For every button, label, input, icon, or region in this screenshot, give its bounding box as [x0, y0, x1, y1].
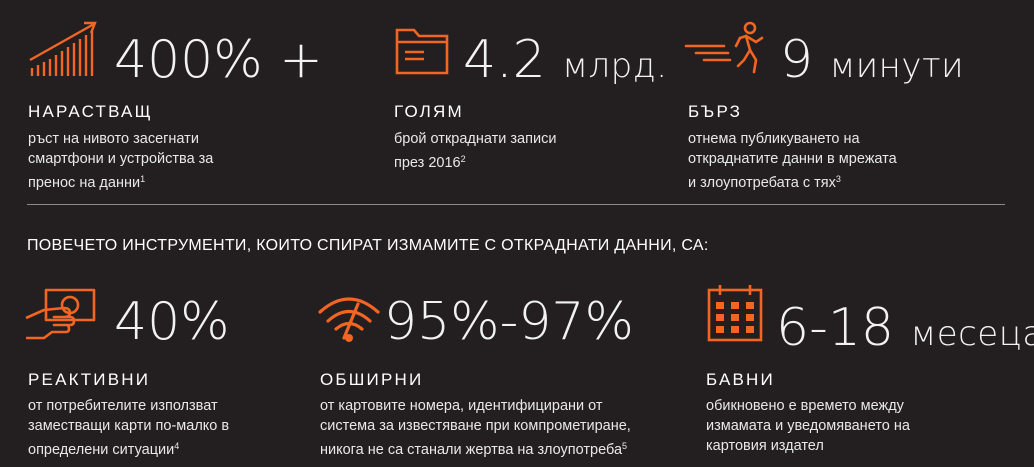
stat-label: БЪРЗ — [688, 102, 743, 121]
stat-value: 400% + — [114, 30, 323, 90]
stat-description: ръст на нивото засегнати смартфони и уст… — [28, 131, 214, 191]
stat-description: от картовите номера, идентифицирани от с… — [320, 398, 631, 458]
calendar-icon — [707, 285, 763, 342]
growth-bar-chart-icon — [29, 21, 97, 76]
running-person-icon — [684, 21, 764, 74]
stat-value: 9 минути — [780, 30, 965, 90]
hand-with-banknote-icon — [25, 288, 96, 340]
stat-description: обикновено е времето между измамата и ув… — [706, 398, 910, 454]
stat-label: БАВНИ — [706, 370, 775, 389]
stat-value: 4.2 млрд. — [463, 30, 668, 90]
wifi-signal-icon — [318, 297, 380, 342]
stat-value: 6-18 месеца — [776, 298, 1034, 358]
divider — [27, 204, 1005, 205]
stat-description: брой откраднати записи през 20162 — [394, 131, 557, 171]
stat-value: 40% — [114, 292, 230, 352]
stat-label: ОБШИРНИ — [320, 370, 424, 389]
stat-label: НАРАСТВАЩ — [28, 102, 153, 121]
stat-label: РЕАКТИВНИ — [28, 370, 151, 389]
stat-description: отнема публикуването на откраднатите дан… — [688, 131, 897, 191]
section-heading: ПОВЕЧЕТО ИНСТРУМЕНТИ, КОИТО СПИРАТ ИЗМАМ… — [27, 237, 709, 254]
stat-label: ГОЛЯМ — [394, 102, 464, 121]
stat-description: от потребителите използват заместващи ка… — [28, 398, 230, 458]
stat-value: 95%-97% — [384, 292, 634, 352]
folder-icon — [395, 28, 449, 75]
